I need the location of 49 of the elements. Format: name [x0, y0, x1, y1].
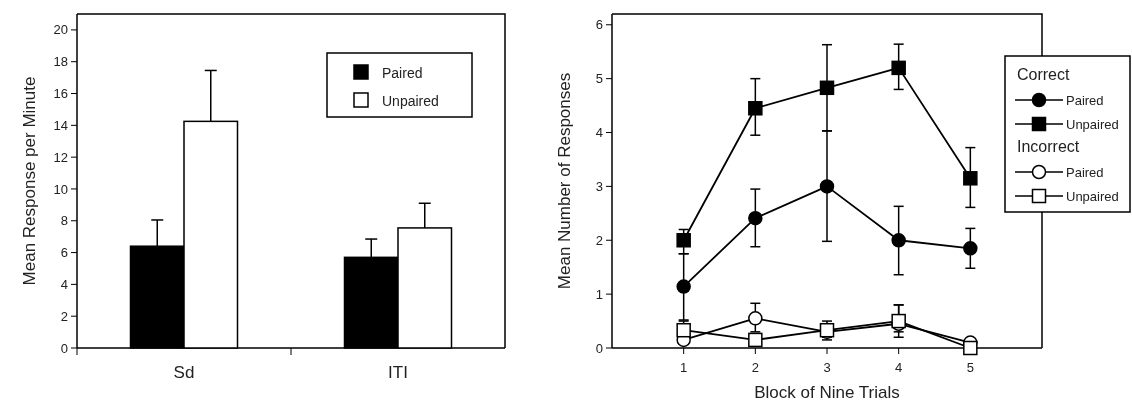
point	[676, 279, 691, 294]
legend-label: Paired	[1066, 164, 1104, 180]
y-tick-label: 4	[595, 125, 603, 141]
y-tick-label: 6	[60, 245, 68, 261]
x-tick-label: 4	[895, 360, 903, 375]
x-axis-title: Block of Nine Trials	[754, 383, 900, 402]
y-axis-title: Mean Number of Responses	[555, 72, 574, 290]
x-tick-label: 1	[680, 360, 688, 375]
point	[963, 340, 978, 356]
y-tick-label: 0	[595, 340, 603, 356]
y-axis-title: Mean Response per Minute	[20, 76, 39, 286]
y-tick-label: 2	[595, 232, 603, 248]
point	[748, 210, 763, 226]
y-tick-label: 20	[53, 22, 68, 38]
x-tick-label: Sd	[173, 363, 195, 382]
annotation: Correct	[1017, 66, 1071, 83]
point	[963, 241, 978, 256]
y-tick-label: 6	[595, 17, 603, 33]
y-tick-label: 12	[53, 149, 68, 165]
annotation: Incorrect	[1017, 138, 1080, 155]
y-tick-label: 18	[53, 54, 68, 70]
legend-label: Unpaired	[1066, 116, 1119, 132]
y-tick-label: 14	[53, 117, 68, 133]
y-tick-label: 1	[595, 286, 603, 302]
y-tick-label: 16	[53, 86, 68, 102]
point	[748, 311, 763, 326]
point	[963, 171, 978, 186]
legend-label: Paired	[1066, 92, 1104, 108]
y-tick-label: 8	[60, 213, 68, 229]
legend-label: Unpaired	[1066, 188, 1119, 204]
y-tick-label: 0	[60, 340, 68, 356]
y-tick-label: 3	[595, 178, 603, 194]
point	[676, 233, 691, 248]
point	[748, 332, 763, 348]
legend-label: Paired	[382, 64, 423, 81]
y-tick-label: 2	[60, 308, 68, 324]
x-tick-label: ITI	[388, 363, 408, 382]
y-tick-label: 5	[595, 71, 603, 87]
legend-label: Unpaired	[382, 92, 439, 109]
x-tick-label: 5	[966, 360, 974, 375]
point	[819, 80, 835, 96]
point	[748, 101, 763, 116]
point	[891, 60, 906, 76]
point	[819, 179, 835, 194]
y-tick-label: 4	[60, 276, 68, 292]
y-tick-label: 10	[53, 181, 68, 197]
x-tick-label: 2	[751, 360, 759, 375]
point	[891, 233, 906, 248]
x-tick-label: 3	[823, 360, 831, 375]
